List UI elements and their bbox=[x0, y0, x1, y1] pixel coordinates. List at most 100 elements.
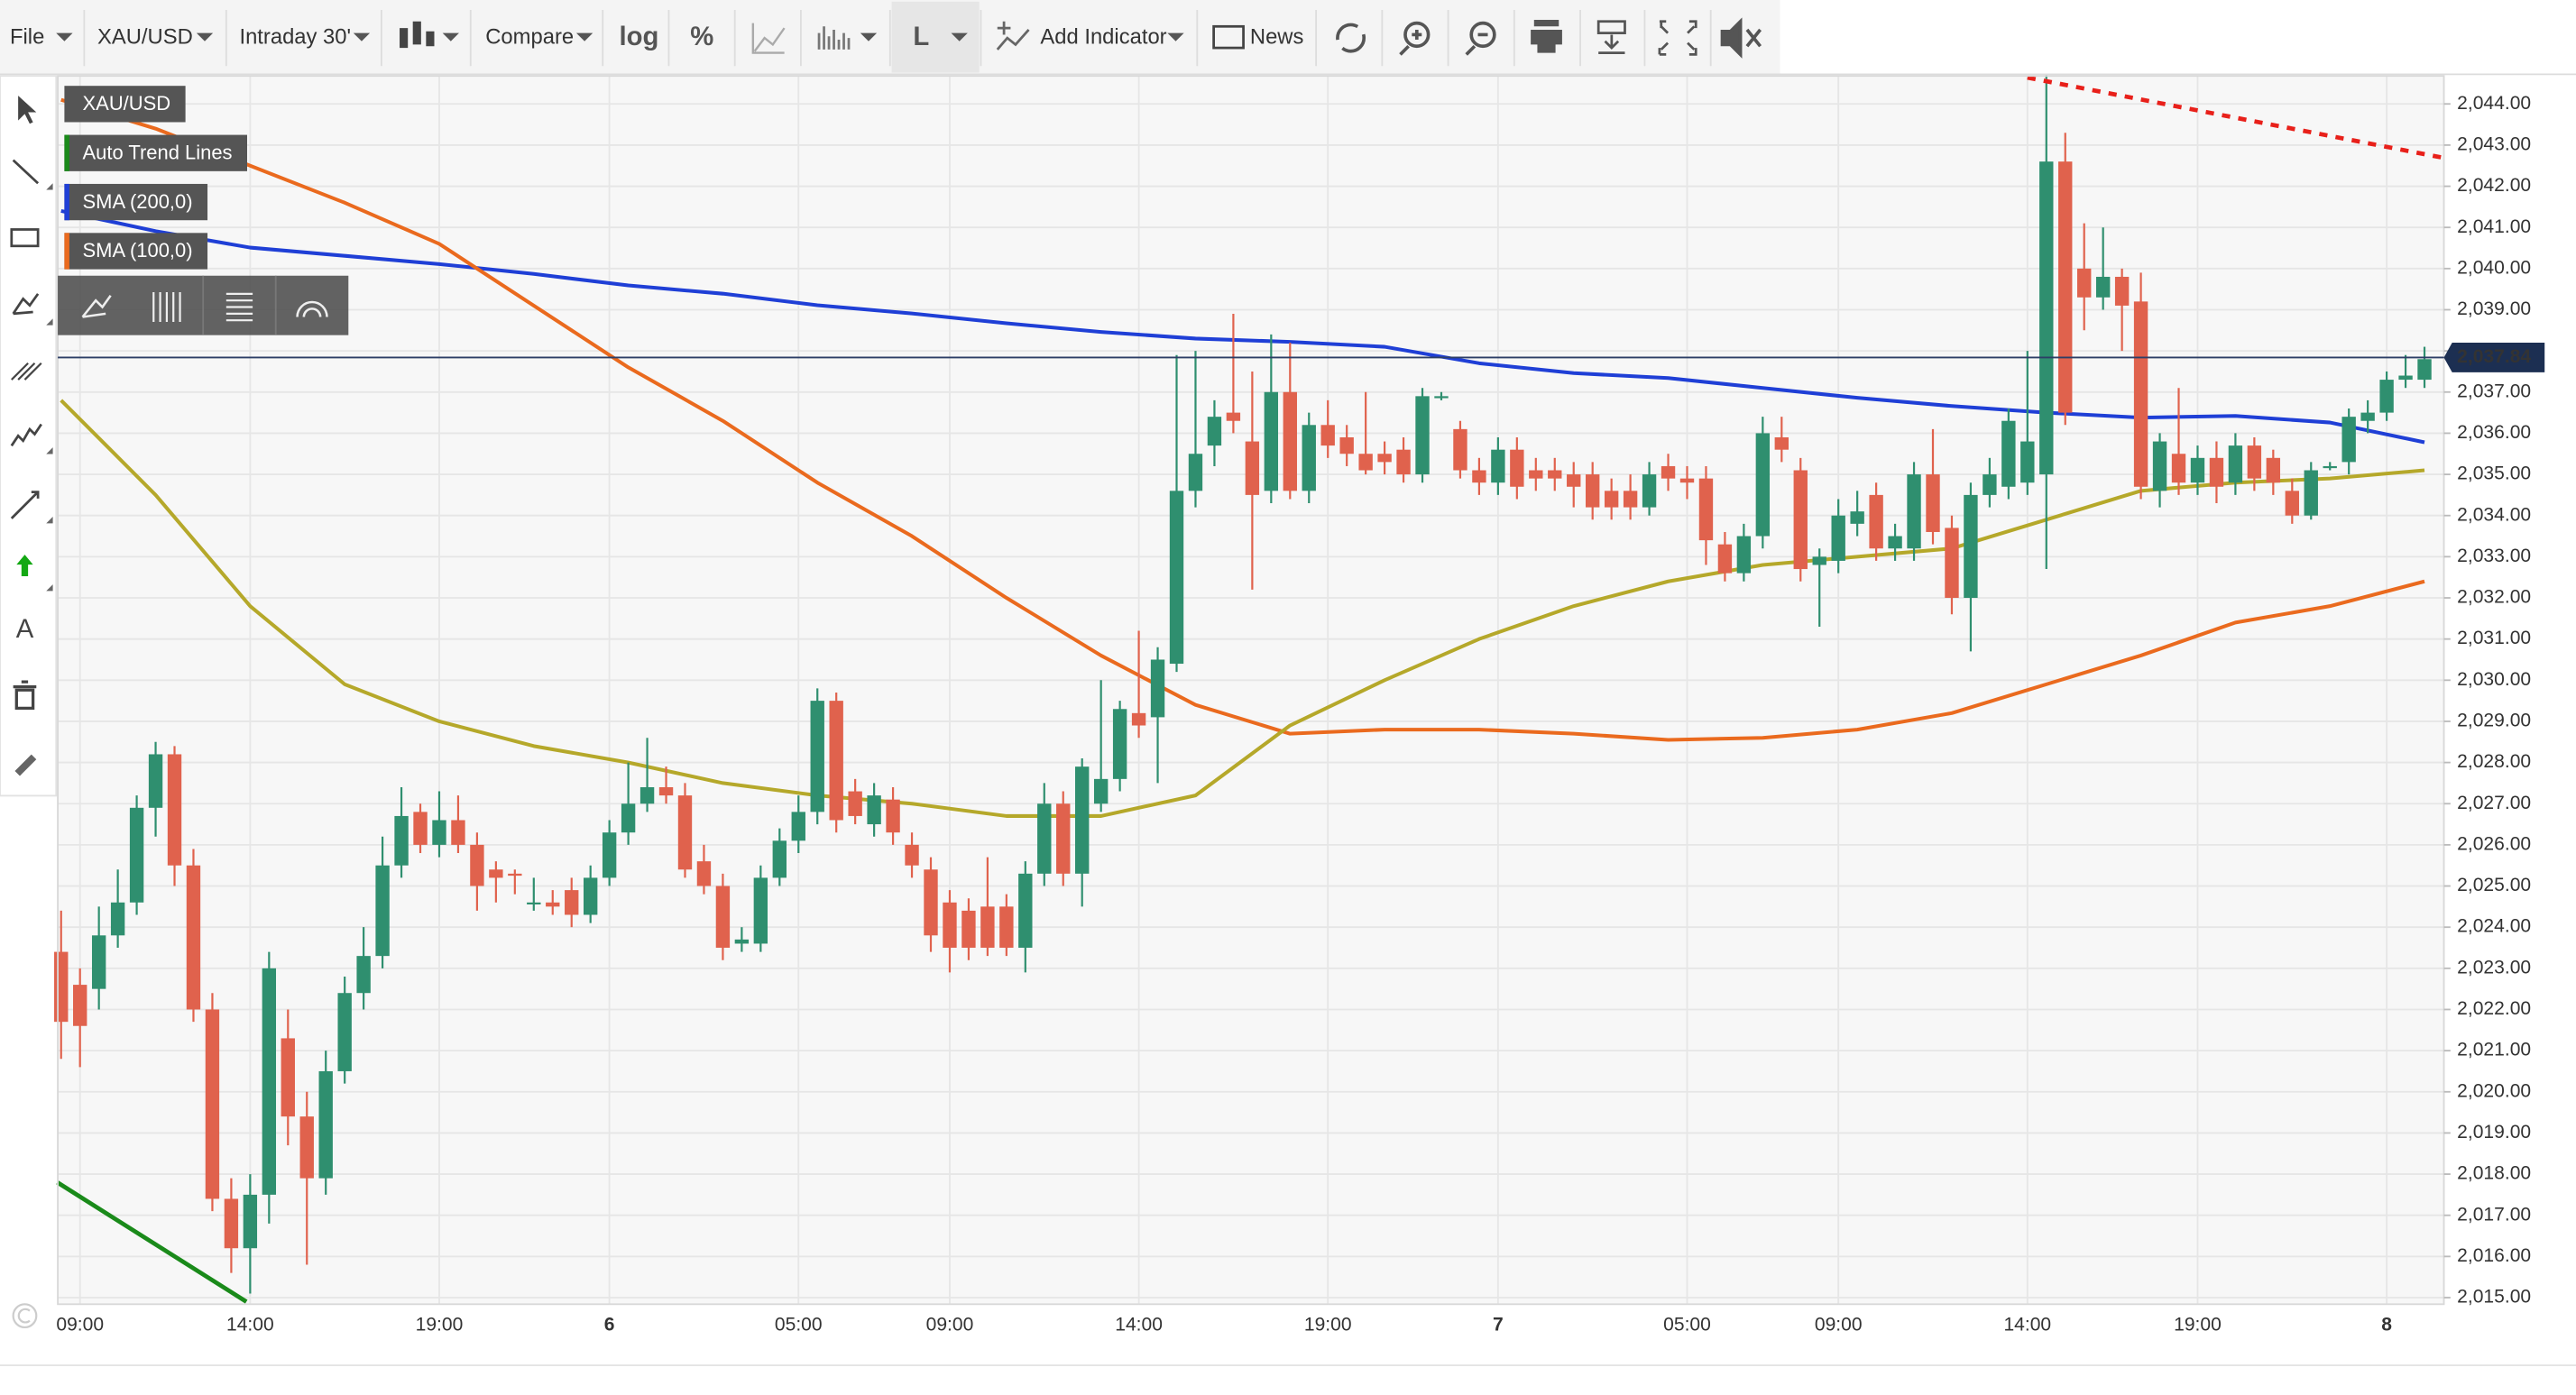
candle-body bbox=[1983, 474, 1997, 495]
channel-tool[interactable] bbox=[11, 362, 42, 381]
candle-body bbox=[772, 840, 787, 878]
candle-body bbox=[1169, 491, 1184, 665]
indicator-line bbox=[60, 208, 2425, 445]
y-tick-label: 2,025.00 bbox=[2457, 875, 2531, 895]
print-button[interactable] bbox=[1531, 19, 1562, 53]
candle-body bbox=[262, 968, 277, 1195]
y-tick-label: 2,023.00 bbox=[2457, 957, 2531, 977]
volume-icon bbox=[817, 26, 851, 50]
fib-fan-tool[interactable] bbox=[81, 294, 112, 318]
add-indicator-menu[interactable]: Add Indicator bbox=[996, 21, 1184, 50]
candle-body bbox=[2152, 441, 2167, 491]
download-button[interactable] bbox=[1596, 20, 1626, 54]
x-tick-label: 8 bbox=[2381, 1315, 2392, 1335]
candle-body bbox=[1453, 428, 1467, 471]
price-tag bbox=[2443, 342, 2545, 372]
y-tick-label: 2,041.00 bbox=[2457, 216, 2531, 237]
area-button[interactable] bbox=[751, 23, 786, 54]
fullscreen-button[interactable] bbox=[1658, 20, 1697, 56]
candle-body bbox=[715, 886, 731, 949]
log-button[interactable]: log bbox=[620, 22, 659, 51]
candle-body bbox=[91, 935, 106, 989]
legend-item[interactable] bbox=[64, 134, 247, 171]
dropdown-arrow bbox=[442, 32, 459, 41]
legend-item[interactable] bbox=[64, 233, 208, 270]
rectangle-tool[interactable] bbox=[10, 228, 40, 248]
candle-body bbox=[375, 865, 390, 957]
fib-tool[interactable] bbox=[12, 293, 40, 316]
y-tick-label: 2,027.00 bbox=[2457, 793, 2531, 813]
legend-item[interactable] bbox=[64, 183, 208, 221]
eraser-tool[interactable] bbox=[14, 754, 37, 776]
candle-body bbox=[356, 956, 371, 994]
candle-body bbox=[470, 844, 484, 886]
text-tool[interactable]: A bbox=[16, 614, 34, 644]
zoom-in-button[interactable] bbox=[1399, 21, 1431, 56]
candle-body bbox=[2171, 454, 2186, 483]
zoom-minus bbox=[1465, 32, 1488, 56]
x-tick-label: 19:00 bbox=[2174, 1315, 2222, 1335]
y-tick-label: 2,042.00 bbox=[2457, 175, 2531, 196]
candle-body bbox=[2077, 268, 2092, 298]
y-tick-label: 2,034.00 bbox=[2457, 504, 2531, 525]
candle-body bbox=[1679, 478, 1695, 483]
fib-retracement-tool[interactable] bbox=[225, 292, 253, 322]
candle-body bbox=[2058, 161, 2073, 413]
candle-body bbox=[148, 754, 163, 808]
compare-menu[interactable]: Compare bbox=[485, 24, 593, 49]
pointer-tool[interactable] bbox=[18, 96, 37, 124]
candle-body bbox=[2228, 445, 2243, 483]
chart-type-menu[interactable] bbox=[400, 21, 459, 49]
fib-arc-tool[interactable] bbox=[296, 300, 328, 317]
news-button[interactable]: News bbox=[1212, 24, 1304, 50]
arrow-line-tool[interactable] bbox=[10, 491, 40, 519]
candle-body bbox=[980, 906, 995, 949]
pattern-tool[interactable] bbox=[10, 423, 42, 447]
y-tick-label: 2,035.00 bbox=[2457, 463, 2531, 484]
mute-button[interactable] bbox=[1720, 17, 1762, 59]
y-tick-label: 2,044.00 bbox=[2457, 93, 2531, 114]
candle-body bbox=[1926, 474, 1940, 532]
candle-body bbox=[583, 877, 598, 915]
line-tool[interactable] bbox=[12, 159, 40, 185]
x-tick-label: 19:00 bbox=[416, 1315, 464, 1335]
file-menu[interactable]: File bbox=[10, 24, 73, 49]
candle-body bbox=[1358, 454, 1373, 471]
y-tick-label: 2,024.00 bbox=[2457, 916, 2531, 937]
candle-body bbox=[1188, 454, 1203, 491]
candle-body bbox=[2285, 491, 2299, 516]
fib-time-tool[interactable] bbox=[152, 292, 181, 322]
candle-body bbox=[867, 795, 881, 825]
refresh-button[interactable] bbox=[1336, 23, 1366, 53]
y-tick-label: 2,032.00 bbox=[2457, 587, 2531, 608]
x-tick-label: 14:00 bbox=[226, 1315, 274, 1335]
grid bbox=[58, 76, 2444, 1305]
volume-menu[interactable] bbox=[817, 26, 878, 50]
interval-label: Intraday 30' bbox=[239, 24, 351, 49]
candle-body bbox=[886, 799, 900, 833]
x-tick-label: 05:00 bbox=[1663, 1315, 1711, 1335]
tool-bar-bg bbox=[0, 75, 58, 797]
candle-body bbox=[451, 820, 465, 845]
candle-body bbox=[1888, 536, 1902, 549]
symbol-menu[interactable]: XAU/USD bbox=[97, 24, 214, 49]
zoom-icon bbox=[1403, 21, 1431, 49]
legend-swatch bbox=[64, 134, 69, 171]
candle-body bbox=[2247, 445, 2262, 479]
arrow-tool[interactable] bbox=[16, 555, 33, 576]
candle-body bbox=[394, 815, 409, 866]
candle-body bbox=[2001, 420, 2016, 487]
zoom-out-button[interactable] bbox=[1465, 21, 1496, 56]
y-tick-label: 2,029.00 bbox=[2457, 711, 2531, 731]
candle-body bbox=[243, 1194, 258, 1249]
interval-menu[interactable]: Intraday 30' bbox=[239, 24, 371, 49]
candle-body bbox=[73, 985, 87, 1026]
candles-icon bbox=[400, 21, 435, 49]
line-type-menu[interactable]: L bbox=[891, 1, 980, 73]
x-tick-label: 09:00 bbox=[926, 1315, 974, 1335]
candle-body bbox=[54, 951, 69, 1023]
percent-button[interactable]: % bbox=[690, 22, 713, 51]
delete-tool[interactable] bbox=[13, 680, 37, 711]
legend-item[interactable] bbox=[64, 86, 186, 123]
